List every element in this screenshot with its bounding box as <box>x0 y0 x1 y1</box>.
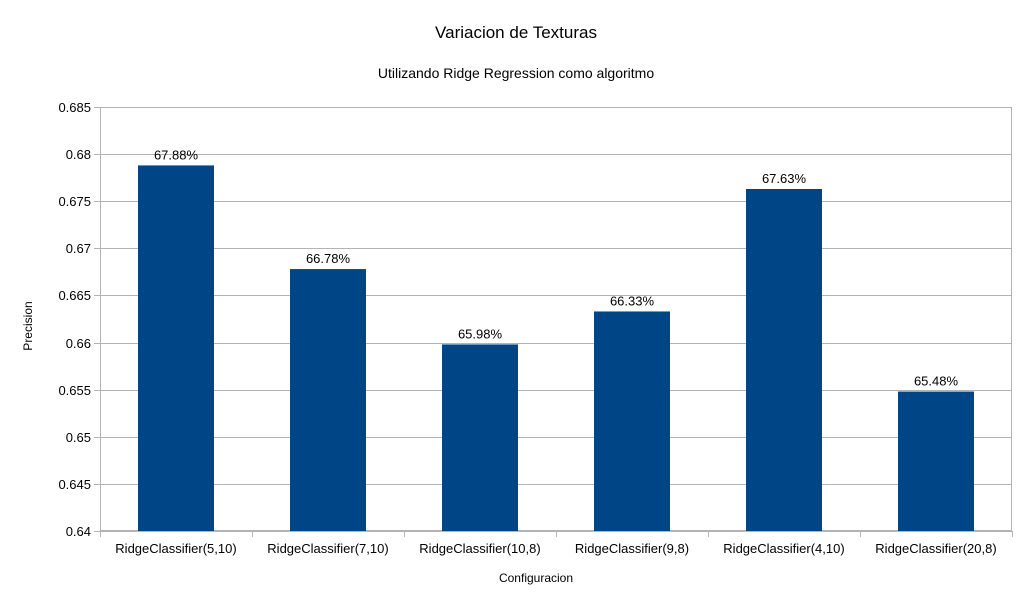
y-tick-label-2: 0.65 <box>66 430 91 445</box>
x-axis-ticks: RidgeClassifier(5,10) RidgeClassifier(7,1… <box>100 531 1013 556</box>
y-tick-label-7: 0.675 <box>58 194 91 209</box>
y-axis-ticks: 0.64 0.645 0.65 0.655 0.66 0.665 0.67 0.675 0.68… <box>58 100 100 539</box>
y-tick-label-5: 0.665 <box>58 288 91 303</box>
plot-frame <box>100 107 1012 531</box>
chart-title: Variacion de Texturas <box>435 23 597 42</box>
bar-2 <box>442 344 518 531</box>
y-tick-label-4: 0.66 <box>66 336 91 351</box>
y-tick-label-0: 0.64 <box>66 524 91 539</box>
data-label-1: 66.78% <box>306 251 351 266</box>
data-label-3: 66.33% <box>610 293 655 308</box>
x-tick-label-3: RidgeClassifier(9,8) <box>575 541 689 556</box>
bar-4 <box>746 188 822 531</box>
x-tick-label-5: RidgeClassifier(20,8) <box>875 541 996 556</box>
bar-5 <box>898 391 974 531</box>
x-axis-label: Configuracion <box>499 571 573 585</box>
bar-3 <box>594 311 670 531</box>
data-label-2: 65.98% <box>458 326 503 341</box>
bar-1 <box>290 269 366 531</box>
x-tick-label-4: RidgeClassifier(4,10) <box>723 541 844 556</box>
y-tick-label-1: 0.645 <box>58 477 91 492</box>
data-labels: 67.88% 66.78% 65.98% 66.33% 67.63% 65.48% <box>154 147 959 388</box>
x-tick-label-1: RidgeClassifier(7,10) <box>267 541 388 556</box>
data-label-0: 67.88% <box>154 147 199 162</box>
data-label-5: 65.48% <box>914 374 959 389</box>
y-tick-label-3: 0.655 <box>58 383 91 398</box>
y-axis-label: Precision <box>21 301 35 350</box>
bar-0 <box>138 165 214 531</box>
x-tick-label-0: RidgeClassifier(5,10) <box>115 541 236 556</box>
gridlines <box>100 107 1012 532</box>
bars <box>138 165 974 531</box>
y-tick-label-9: 0.685 <box>58 100 91 115</box>
y-tick-label-8: 0.68 <box>66 147 91 162</box>
chart-subtitle: Utilizando Ridge Regression como algorit… <box>378 65 654 81</box>
data-label-4: 67.63% <box>762 171 807 186</box>
x-tick-label-2: RidgeClassifier(10,8) <box>419 541 540 556</box>
y-tick-label-6: 0.67 <box>66 241 91 256</box>
